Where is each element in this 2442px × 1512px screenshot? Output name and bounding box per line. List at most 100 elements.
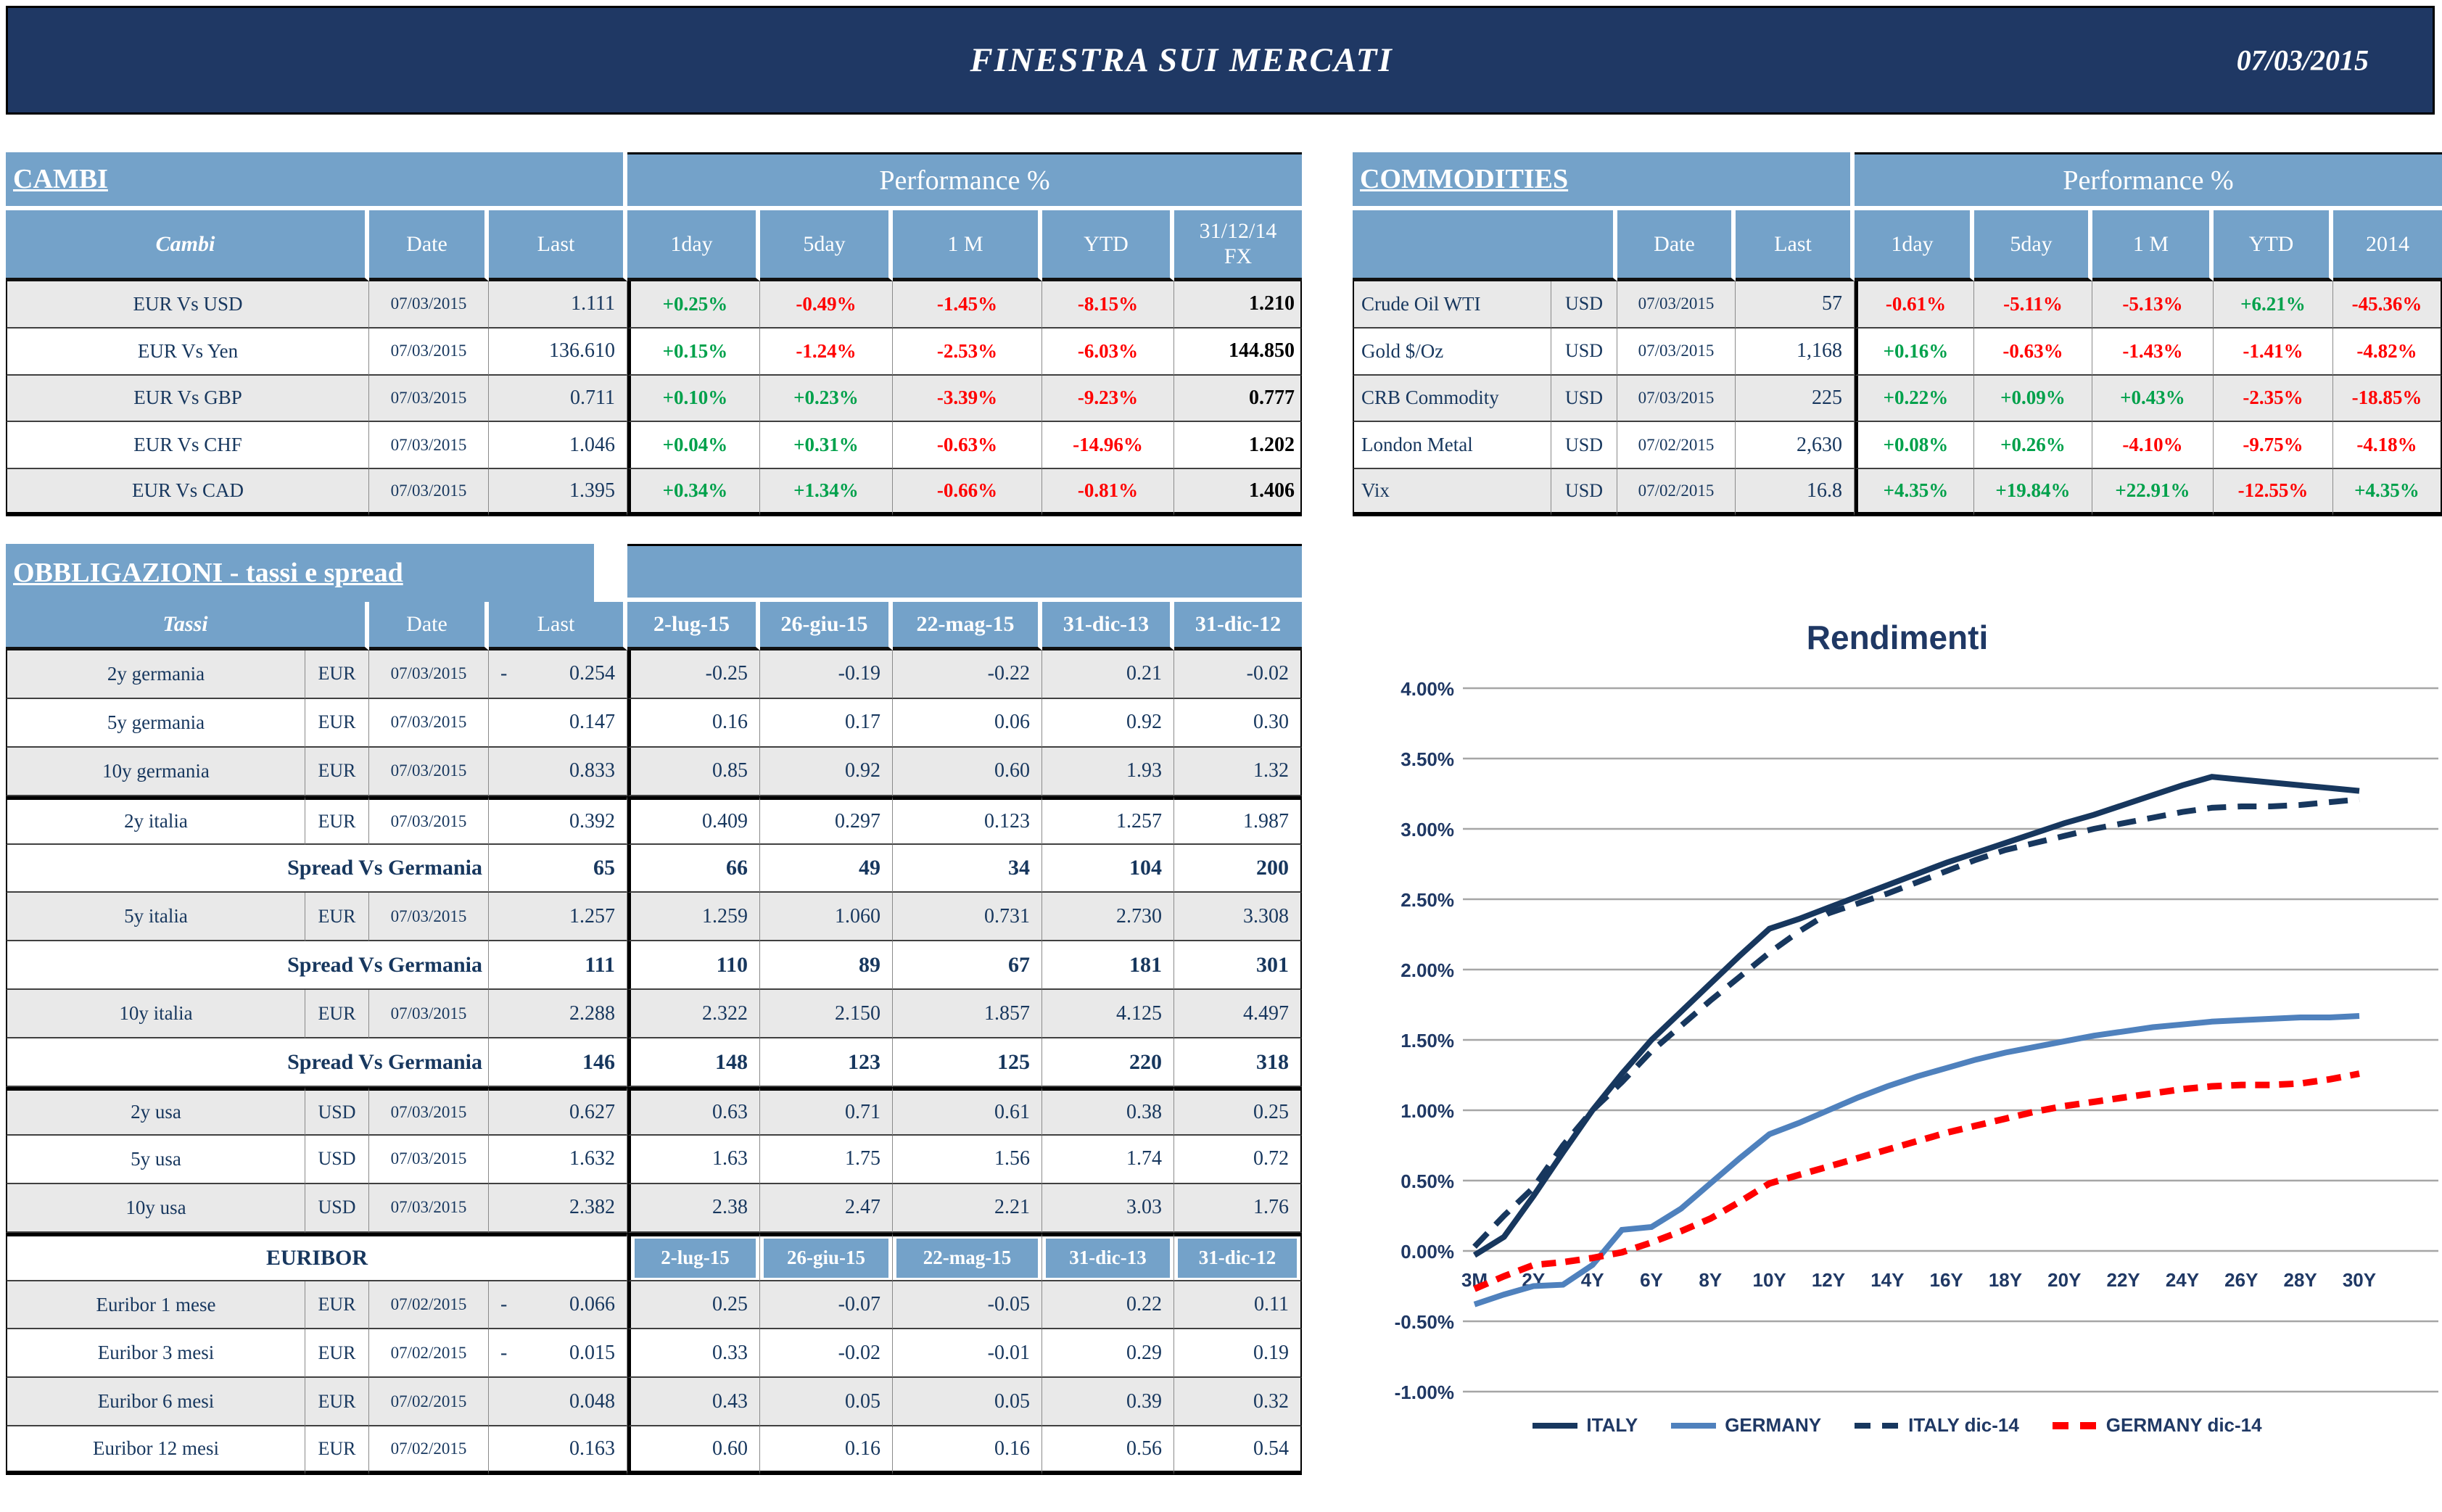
cell-date: 07/03/2015 [369,422,489,470]
cell-last: 0.163 [489,1426,627,1476]
cell-last: 0.147 [489,698,627,748]
euribor-subheader-date: 31-dic-12 [1178,1238,1297,1278]
cell-currency: USD [1551,422,1617,470]
cell-currency: USD [1551,469,1617,516]
cell-history-value: 0.32 [1174,1378,1302,1427]
cell-history-value: 0.17 [760,698,893,748]
cell-history-value: 1.63 [627,1135,760,1184]
cell-performance: -0.63% [893,422,1042,470]
cell-history-value: 1.060 [760,893,893,942]
negative-sign: - [500,1341,508,1364]
cell-performance: -9.75% [2214,422,2333,470]
x-axis-tick-label: 10Y [1753,1269,1786,1291]
cell-fx-ref: 0.777 [1174,375,1302,423]
cell-last: 2.288 [489,990,627,1039]
cell-performance: +19.84% [1974,469,2092,516]
section-title-obbligazioni: OBBLIGAZIONI - tassi e spread [6,544,627,602]
column-header: Last [489,210,627,281]
chart-legend: ITALY GERMANY ITALY dic-14 GERMANY dic-14 [1353,1414,2442,1437]
legend-item: ITALY [1533,1414,1638,1437]
cell-tenor-name: 10y italia [6,990,305,1039]
cell-spread-value: 181 [1042,941,1174,991]
x-axis-tick-label: 16Y [1930,1269,1963,1291]
column-header: 31-dic-13 [1042,602,1174,650]
cell-date: 07/03/2015 [369,469,489,516]
cell-last: 225 [1736,375,1855,423]
cell-last: - 0.254 [489,650,627,699]
cell-performance: -1.45% [893,281,1042,329]
last-value: 0.833 [569,759,615,782]
cell-history-value: 2.322 [627,990,760,1039]
series-germany-dic-14 [1473,1070,2360,1292]
cell-tenor-name: 2y usa [6,1087,305,1136]
last-value: 0.163 [569,1437,615,1460]
x-axis-tick-label: 20Y [2047,1269,2081,1291]
cell-tenor-name: 10y usa [6,1183,305,1233]
cell-history-value: 4.125 [1042,990,1174,1039]
performance-header: Performance % [627,152,1302,210]
cell-date: 07/02/2015 [369,1426,489,1476]
x-axis-tick-label: 6Y [1640,1269,1663,1291]
cell-currency: EUR [305,698,369,748]
cell-performance: -0.61% [1855,281,1974,329]
legend-label: GERMANY [1725,1414,1822,1436]
legend-line-swatch [1533,1422,1578,1429]
cell-performance: +0.22% [1855,375,1974,423]
cell-history-value: 1.257 [1042,796,1174,845]
section-title-text: OBBLIGAZIONI - tassi e spread [13,558,403,588]
cell-history-value: 0.61 [893,1087,1042,1136]
cell-history-value: 0.71 [760,1087,893,1136]
cell-last: 2,630 [1736,422,1855,470]
cell-last: 1,168 [1736,328,1855,376]
euribor-subheader-date: 22-mag-15 [896,1238,1038,1278]
cell-tenor-name: 10y germania [6,747,305,796]
cell-date: 07/03/2015 [369,328,489,376]
cell-performance: -6.03% [1042,328,1174,376]
cell-history-value: 0.22 [1042,1281,1174,1330]
report-date: 07/03/2015 [2236,44,2369,77]
cell-history-value: 0.54 [1174,1426,1302,1476]
report-title: FINESTRA SUI MERCATI [970,41,1393,79]
cell-performance: +0.16% [1855,328,1974,376]
cell-date: 07/03/2015 [369,698,489,748]
cell-history-value: 0.409 [627,796,760,845]
cell-date: 07/02/2015 [369,1378,489,1427]
cell-last: 57 [1736,281,1855,329]
cell-last: 0.833 [489,747,627,796]
last-value: 0.147 [569,711,615,734]
cell-history-value: 1.32 [1174,747,1302,796]
cell-last: 0.627 [489,1087,627,1136]
cell-performance: +4.35% [2333,469,2442,516]
cell-history-value: 0.19 [1174,1329,1302,1379]
cell-history-value: 0.123 [893,796,1042,845]
cell-currency: USD [1551,328,1617,376]
cell-performance: +0.31% [760,422,893,470]
cell-currency: EUR [305,747,369,796]
cell-last: - 0.066 [489,1281,627,1330]
x-axis-tick-label: 14Y [1870,1269,1904,1291]
cell-history-value: 2.150 [760,990,893,1039]
cell-performance: +0.26% [1974,422,2092,470]
cell-performance: -14.96% [1042,422,1174,470]
cell-date: 07/03/2015 [369,893,489,942]
cell-history-value: 4.497 [1174,990,1302,1039]
cell-last: 0.711 [489,375,627,423]
cell-history-value: 0.92 [760,747,893,796]
column-header: 5day [1974,210,2092,281]
cell-last: 1.111 [489,281,627,329]
cell-date: 07/02/2015 [369,1281,489,1330]
cell-date: 07/03/2015 [369,650,489,699]
cell-history-value: 0.63 [627,1087,760,1136]
last-value: 1.632 [569,1147,615,1170]
cell-performance: -4.82% [2333,328,2442,376]
cell-history-value: 3.03 [1042,1183,1174,1233]
cell-spread-last: 65 [489,844,627,893]
cell-tenor-name: Euribor 3 mesi [6,1329,305,1379]
cell-history-value: -0.01 [893,1329,1042,1379]
cell-history-value: 0.05 [893,1378,1042,1427]
cell-history-value: 0.297 [760,796,893,845]
section-title-cambi: CAMBI [6,152,627,210]
column-header: 1day [627,210,760,281]
cell-spread-value: 66 [627,844,760,893]
cell-history-value: 0.33 [627,1329,760,1379]
